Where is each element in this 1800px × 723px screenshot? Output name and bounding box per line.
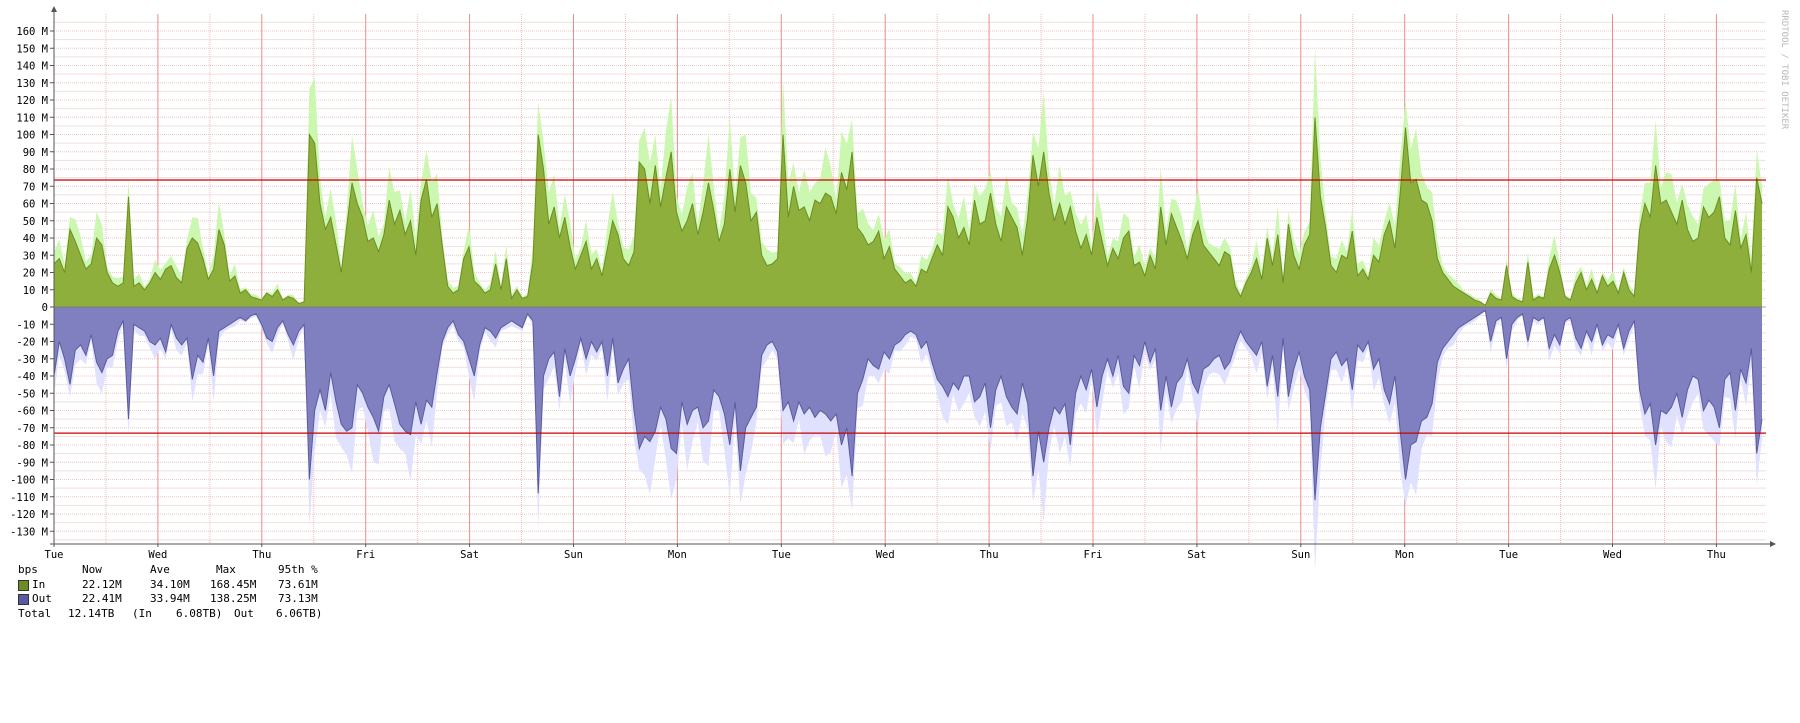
y-tick-label: -70 M: [16, 423, 48, 435]
legend-header-now: Now: [82, 563, 102, 576]
x-tick-label: Thu: [252, 549, 271, 561]
legend-row-in: In 22.12M 34.10M 168.45M 73.61M: [18, 577, 318, 593]
x-tick-label: Wed: [1603, 549, 1622, 561]
y-tick-label: 140 M: [16, 61, 48, 73]
series-out-line: [53, 309, 1763, 501]
x-tick-label: Tue: [45, 549, 64, 561]
x-axis-labels: Tue Wed Thu Fri Sat Sun Mon Tue Wed Thu Fri Sat Sun M…: [45, 544, 1726, 561]
y-tick-label: 100 M: [16, 130, 48, 142]
percentile-lines: [54, 179, 1766, 434]
x-tick-label: Thu: [980, 549, 999, 561]
legend-header-max: Max: [216, 563, 236, 576]
legend-out-ave: 33.94M: [150, 592, 190, 605]
y-tick-label: 160 M: [16, 26, 48, 38]
legend-header-ave: Ave: [150, 563, 170, 576]
x-tick-label: Tue: [772, 549, 791, 561]
axes: [50, 6, 1776, 547]
legend-total-value: 12.14TB: [68, 606, 115, 620]
x-tick-label: Sun: [564, 549, 583, 561]
legend-total-label: Total: [18, 606, 52, 620]
in-swatch: [18, 579, 29, 591]
x-tick-label: Sat: [1187, 549, 1206, 561]
rrdtool-credit: RRDTOOL / TOBI OETIKER: [1779, 10, 1789, 130]
y-tick-label: -90 M: [16, 457, 48, 469]
legend-in-now: 22.12M: [82, 577, 122, 591]
y-tick-label: 120 M: [16, 95, 48, 107]
legend-header: bps Now Ave Max 95th %: [18, 563, 318, 578]
y-tick-label: -80 M: [16, 440, 48, 452]
y-tick-label: -30 M: [16, 354, 48, 366]
series-out-area: [54, 307, 1762, 501]
out-swatch: [18, 594, 29, 605]
legend-out-max: 138.25M: [210, 592, 257, 605]
y-tick-label: 110 M: [16, 112, 48, 124]
y-axis-labels: 160 M 150 M 140 M 130 M 120 M 110 M 100 M 90 M 8…: [10, 26, 54, 538]
y-tick-label: 20 M: [23, 268, 48, 280]
x-tick-label: Sun: [1291, 549, 1310, 561]
y-tick-label: -120 M: [10, 509, 48, 521]
x-tick-label: Thu: [1707, 549, 1726, 561]
legend-total-out-value: 6.06TB): [276, 606, 323, 620]
x-tick-label: Mon: [1395, 549, 1414, 561]
series-areas: [53, 48, 1763, 571]
legend-in-ave: 34.10M: [150, 577, 190, 591]
y-tick-label: 90 M: [23, 147, 48, 159]
x-tick-label: Sat: [460, 549, 479, 561]
major-grid: [53, 14, 1766, 544]
legend-header-95th: 95th %: [278, 563, 318, 576]
y-tick-label: -20 M: [16, 337, 48, 349]
y-tick-label: 150 M: [16, 43, 48, 55]
traffic-chart: 160 M 150 M 140 M 130 M 120 M 110 M 100 M 90 M 8…: [10, 6, 1789, 571]
legend-in-name: In: [32, 577, 46, 591]
legend-unit: bps: [18, 563, 38, 576]
legend: bps Now Ave Max 95th % In 22.12M 34.10M …: [18, 563, 322, 622]
y-tick-label: 50 M: [23, 216, 48, 228]
y-tick-label: -50 M: [16, 388, 48, 400]
y-tick-label: 60 M: [23, 199, 48, 211]
x-tick-label: Wed: [876, 549, 895, 561]
legend-out-95th: 73.13M: [278, 592, 318, 605]
series-in-line: [53, 117, 1763, 307]
y-tick-label: -130 M: [10, 526, 48, 538]
y-tick-label: -60 M: [16, 406, 48, 418]
y-tick-label: -100 M: [10, 475, 48, 487]
legend-out-now: 22.41M: [82, 592, 122, 605]
legend-row-out: Out 22.41M 33.94M 138.25M 73.13M: [18, 592, 318, 607]
x-tick-label: Fri: [356, 549, 375, 561]
series-in-area: [54, 117, 1762, 307]
y-tick-label: 0: [42, 302, 48, 314]
legend-total-in-value: 6.08TB): [176, 606, 223, 620]
y-tick-label: 130 M: [16, 78, 48, 90]
legend-in-95th: 73.61M: [278, 577, 318, 591]
x-axis-arrow: [1770, 541, 1776, 547]
y-tick-label: 30 M: [23, 250, 48, 262]
y-tick-label: 80 M: [23, 164, 48, 176]
y-axis-arrow: [51, 6, 57, 12]
y-tick-label: 10 M: [23, 285, 48, 297]
legend-total-in-label: (In: [132, 606, 152, 620]
y-tick-label: -10 M: [16, 319, 48, 331]
legend-row-total: Total 12.14TB (In 6.08TB) Out 6.06TB): [18, 607, 322, 622]
legend-out-name: Out: [32, 592, 52, 605]
legend-in-max: 168.45M: [210, 577, 257, 591]
x-tick-label: Mon: [668, 549, 687, 561]
legend-total-out-label: Out: [234, 606, 254, 620]
y-tick-label: -40 M: [16, 371, 48, 383]
x-tick-label: Wed: [148, 549, 167, 561]
y-tick-label: 40 M: [23, 233, 48, 245]
x-tick-label: Tue: [1499, 549, 1518, 561]
y-tick-label: 70 M: [23, 181, 48, 193]
x-tick-label: Fri: [1084, 549, 1103, 561]
y-tick-label: -110 M: [10, 492, 48, 504]
